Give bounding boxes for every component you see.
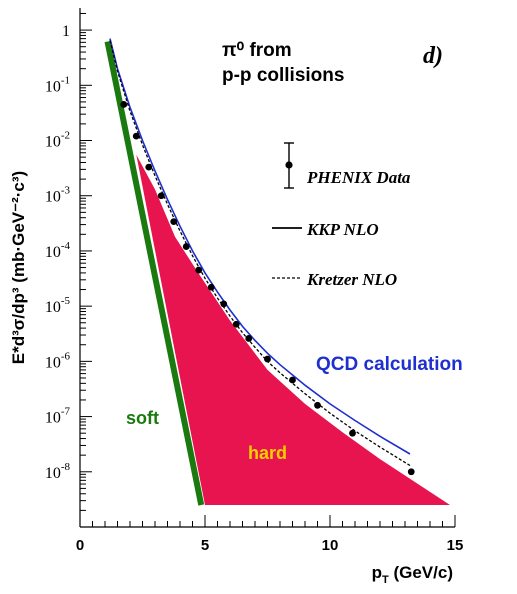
annotation-qcd-calculation: QCD calculation xyxy=(316,354,463,375)
x-tick-label: 10 xyxy=(322,537,339,554)
phenix-data-point xyxy=(157,192,165,200)
y-tick-mantissa: 10 xyxy=(45,465,61,482)
soft-band xyxy=(104,40,205,506)
phenix-data-point xyxy=(207,283,215,291)
plot-points xyxy=(120,101,415,476)
x-axis-label: pT (GeV/c) xyxy=(372,563,453,586)
y-tick-mantissa: 10 xyxy=(45,78,61,95)
y-tick-mantissa: 1 xyxy=(62,23,70,40)
legend-label: PHENIX Data xyxy=(306,168,411,187)
y-tick-exponent: -8 xyxy=(61,461,71,473)
x-axis-label-p: p xyxy=(372,563,382,582)
chart-title-line: π⁰ from xyxy=(222,40,292,61)
y-tick-exponent: -6 xyxy=(61,350,71,362)
x-tick-label: 5 xyxy=(201,537,209,554)
axes xyxy=(79,8,456,528)
phenix-data-point xyxy=(132,132,140,140)
phenix-data-point xyxy=(232,320,240,328)
y-tick-label: 1 xyxy=(62,23,70,40)
y-tick-exponent: -2 xyxy=(61,130,70,142)
y-axis-label: E*d³σ/dp³ (mb·GeV⁻²·c³) xyxy=(9,171,28,364)
x-tick-label: 15 xyxy=(447,537,464,554)
phenix-data-point xyxy=(264,355,271,363)
annotation-hard: hard xyxy=(248,443,287,463)
y-tick-label: 10-7 xyxy=(45,406,71,427)
phenix-data-point xyxy=(220,300,228,308)
y-tick-exponent: -4 xyxy=(61,240,71,252)
annotations: pT (GeV/c) E*d³σ/dp³ (mb·GeV⁻²·c³) π⁰ from… xyxy=(9,40,463,586)
panel-label: d) xyxy=(423,43,443,69)
x-axis-label-sub: T xyxy=(382,574,389,586)
legend-label: Kretzer NLO xyxy=(306,270,397,289)
y-tick-label: 10-2 xyxy=(45,130,70,151)
y-tick-label: 10-6 xyxy=(45,350,71,371)
phenix-data-point xyxy=(182,243,190,250)
plot-shapes xyxy=(104,40,451,506)
y-tick-label: 10-4 xyxy=(45,240,71,261)
y-tick-exponent: -1 xyxy=(61,74,70,86)
phenix-data-point xyxy=(120,101,128,108)
y-tick-label: 10-5 xyxy=(45,295,71,316)
phenix-data-point xyxy=(170,218,178,225)
y-tick-exponent: -5 xyxy=(61,295,71,307)
y-tick-label: 10-1 xyxy=(45,74,70,95)
y-tick-exponent: -3 xyxy=(61,185,71,197)
y-tick-mantissa: 10 xyxy=(45,244,61,261)
y-tick-mantissa: 10 xyxy=(45,299,61,316)
y-tick-exponent: -7 xyxy=(61,406,71,418)
phenix-data-point xyxy=(145,163,153,171)
y-tick-mantissa: 10 xyxy=(45,189,61,206)
y-tick-label: 10-3 xyxy=(45,185,71,206)
phenix-data-point xyxy=(349,429,356,437)
y-tick-mantissa: 10 xyxy=(45,134,61,151)
phenix-data-point xyxy=(314,401,321,409)
legend: PHENIX Data KKP NLO Kretzer NLO xyxy=(272,142,411,289)
x-tick-label: 0 xyxy=(76,537,84,554)
y-tick-mantissa: 10 xyxy=(45,410,61,427)
phenix-data-point xyxy=(195,266,203,274)
phenix-data-point xyxy=(407,468,415,476)
annotation-soft: soft xyxy=(126,408,159,428)
x-axis-label-rest: (GeV/c) xyxy=(389,563,453,582)
phenix-data-point xyxy=(289,376,296,384)
legend-marker xyxy=(285,161,293,169)
chart-title-line: p-p collisions xyxy=(222,65,344,86)
legend-label: KKP NLO xyxy=(306,220,379,239)
hard-region xyxy=(136,154,451,506)
y-tick-label: 10-8 xyxy=(45,461,71,482)
phenix-data-point xyxy=(245,335,253,342)
y-tick-mantissa: 10 xyxy=(45,354,61,371)
